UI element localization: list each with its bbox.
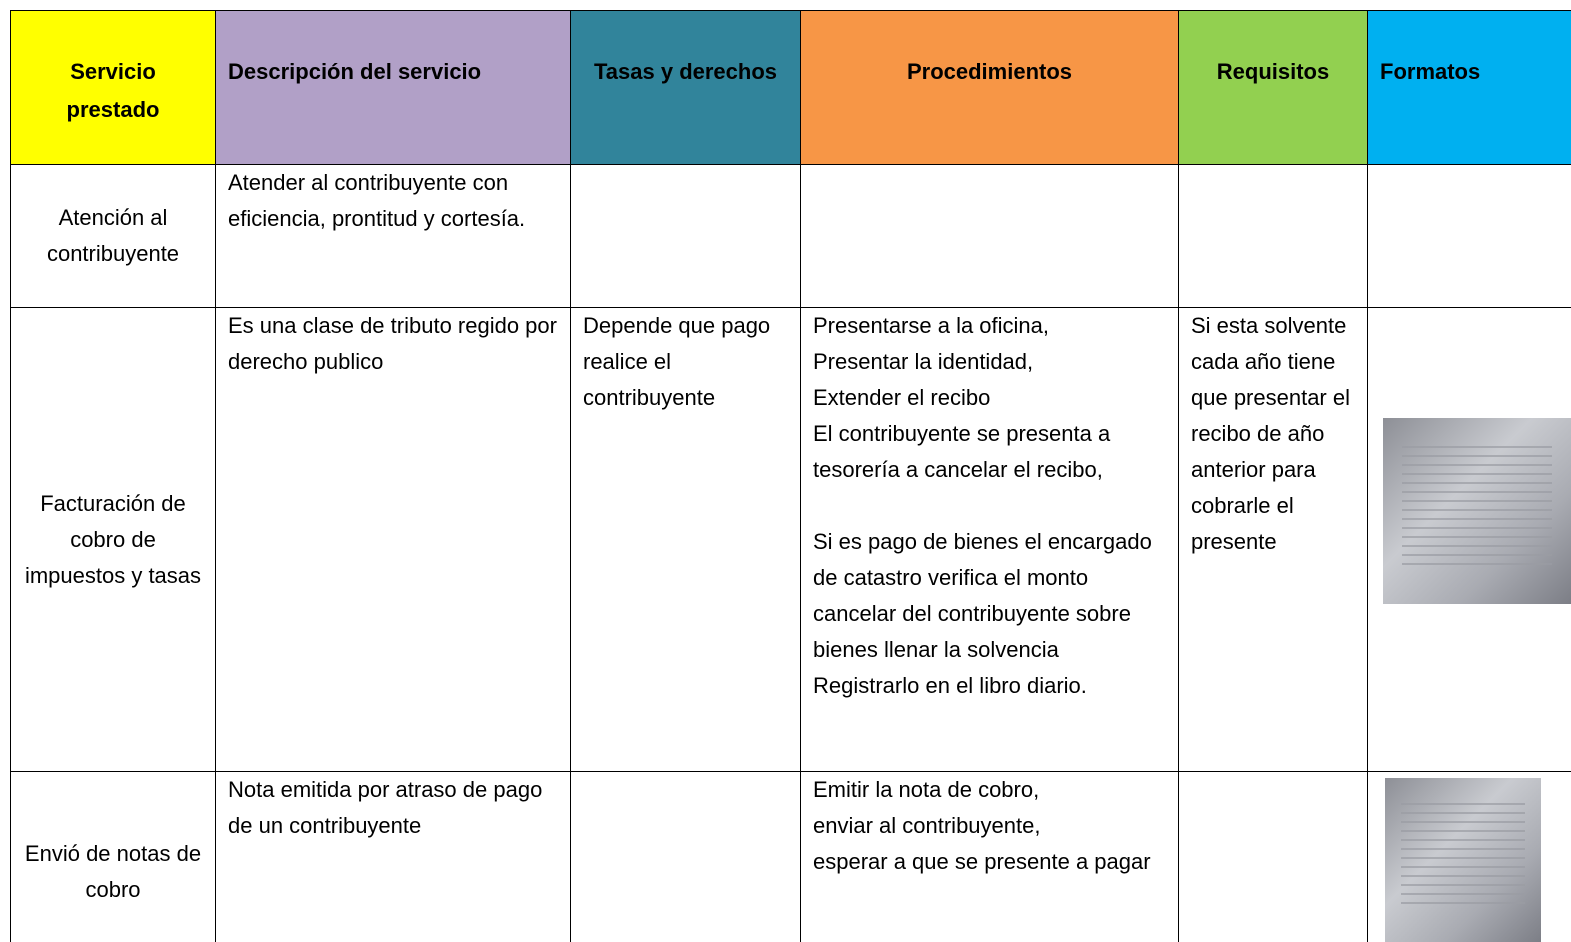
text-line: Presentarse a la oficina, bbox=[813, 313, 1050, 338]
table-cell bbox=[570, 164, 801, 308]
table-cell: Atención al contribuyente bbox=[10, 164, 216, 308]
column-header: Formatos bbox=[1367, 10, 1571, 165]
table-cell bbox=[800, 164, 1179, 308]
table-cell: Presentarse a la oficina, Presentar la id… bbox=[800, 307, 1179, 772]
table-cell: Emitir la nota de cobro, enviar al contri… bbox=[800, 771, 1179, 942]
text-line: Si es pago de bienes el encargado de cat… bbox=[813, 529, 1152, 662]
text-line: El contribuyente se presenta a tesorería… bbox=[813, 421, 1111, 482]
text-line: esperar a que se presente a pagar bbox=[813, 849, 1151, 874]
table-row: Envió de notas de cobro Nota emitida por … bbox=[10, 771, 1571, 942]
table-row: Facturación de cobro de impuestos y tasa… bbox=[10, 307, 1571, 772]
table-header: Servicio prestado Descripción del servici… bbox=[10, 10, 1571, 165]
column-header: Procedimientos bbox=[800, 10, 1179, 165]
table-cell: Depende que pago realice el contribuyent… bbox=[570, 307, 801, 772]
table-cell bbox=[1178, 771, 1368, 942]
column-header: Tasas y derechos bbox=[570, 10, 801, 165]
column-header: Servicio prestado bbox=[10, 10, 216, 165]
text-line: Emitir la nota de cobro, bbox=[813, 777, 1040, 802]
table-cell: Envió de notas de cobro bbox=[10, 771, 216, 942]
paragraph: Presentarse a la oficina, Presentar la id… bbox=[813, 308, 1166, 488]
table-row: Atención al contribuyente Atender al cont… bbox=[10, 164, 1571, 308]
table-cell bbox=[1367, 164, 1571, 308]
text-line: enviar al contribuyente, bbox=[813, 813, 1041, 838]
table-cell: Atender al contribuyente con eficiencia,… bbox=[215, 164, 571, 308]
header-row: Servicio prestado Descripción del servici… bbox=[10, 10, 1571, 165]
text-line: Presentar la identidad, bbox=[813, 349, 1034, 374]
table-wrapper: Servicio prestado Descripción del servici… bbox=[10, 10, 1571, 942]
table-cell: Es una clase de tributo regido por derec… bbox=[215, 307, 571, 772]
table-cell: Si esta solvente cada año tiene que pres… bbox=[1178, 307, 1368, 772]
format-image bbox=[1385, 778, 1541, 942]
column-header: Requisitos bbox=[1178, 10, 1368, 165]
text-line: Extender el recibo bbox=[813, 385, 991, 410]
format-image bbox=[1383, 418, 1571, 604]
table-cell bbox=[570, 771, 801, 942]
table-cell: Nota emitida por atraso de pago de un co… bbox=[215, 771, 571, 942]
text-line: Registrarlo en el libro diario. bbox=[813, 673, 1087, 698]
table-body: Atención al contribuyente Atender al cont… bbox=[10, 164, 1571, 942]
services-table: Servicio prestado Descripción del servici… bbox=[10, 10, 1571, 942]
table-cell bbox=[1178, 164, 1368, 308]
column-header: Descripción del servicio bbox=[215, 10, 571, 165]
paragraph: Emitir la nota de cobro, enviar al contri… bbox=[813, 772, 1166, 880]
table-cell: Facturación de cobro de impuestos y tasa… bbox=[10, 307, 216, 772]
paragraph: Si es pago de bienes el encargado de cat… bbox=[813, 524, 1166, 704]
